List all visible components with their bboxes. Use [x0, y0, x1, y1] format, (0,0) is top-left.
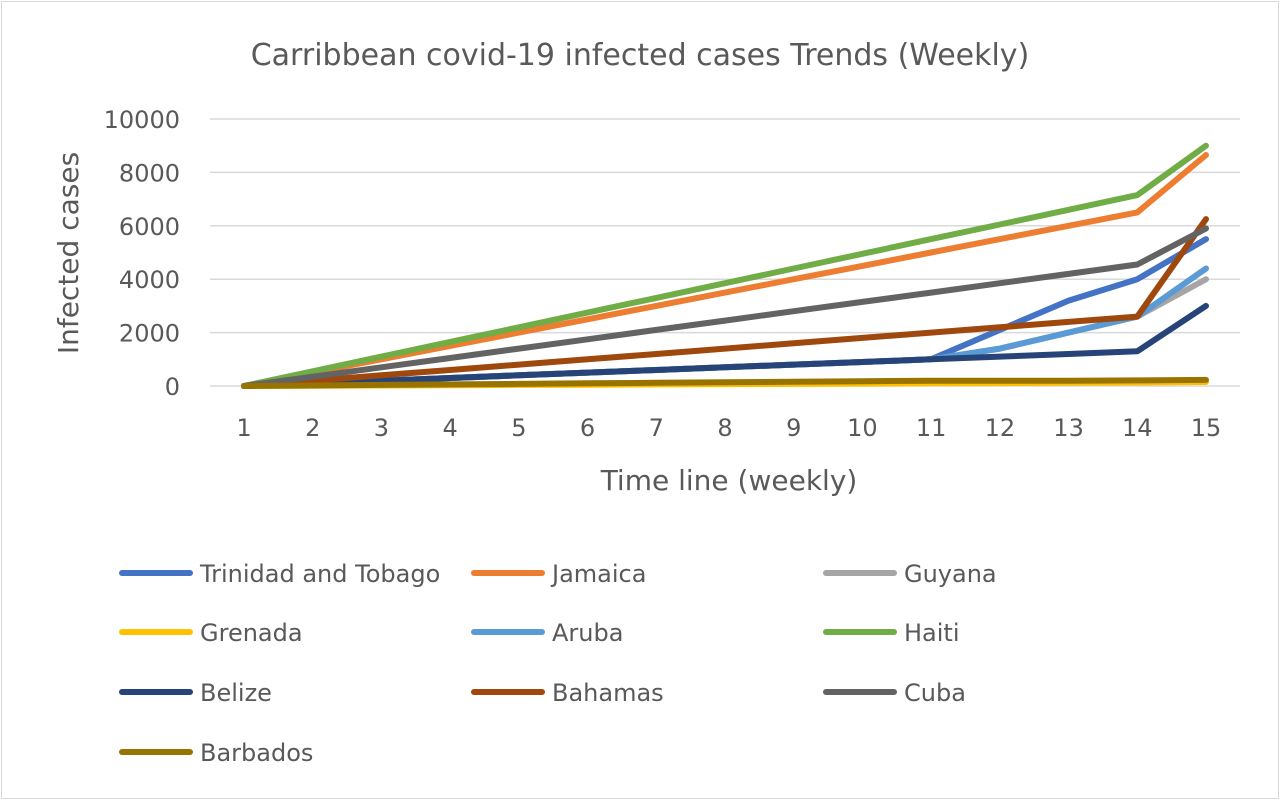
series-lines	[241, 142, 1209, 389]
y-axis-ticks: 0 2000 4000 6000 8000 10000	[104, 106, 180, 401]
legend-label: Belize	[200, 679, 272, 707]
legend-label: Haiti	[904, 619, 960, 647]
legend-item: Cuba	[823, 679, 966, 707]
x-tick-label: 13	[1053, 414, 1084, 442]
y-tick-label: 6000	[119, 213, 180, 241]
legend-item: Grenada	[119, 619, 303, 647]
x-tick-label: 8	[717, 414, 732, 442]
x-tick-label: 12	[985, 414, 1016, 442]
legend-label: Barbados	[200, 739, 313, 767]
chart-title: Carribbean covid-19 infected cases Trend…	[251, 38, 1030, 73]
y-axis-title: Infected cases	[52, 152, 85, 354]
x-tick-label: 1	[236, 414, 251, 442]
series-line-barbados	[241, 376, 1209, 389]
y-tick-label: 0	[165, 373, 180, 401]
x-tick-label: 14	[1122, 414, 1153, 442]
x-tick-label: 6	[580, 414, 595, 442]
legend-item: Barbados	[119, 739, 313, 767]
x-tick-label: 2	[305, 414, 320, 442]
legend-item: Trinidad and Tobago	[119, 560, 440, 588]
x-tick-label: 3	[374, 414, 389, 442]
legend-item: Bahamas	[471, 679, 664, 707]
legend: Trinidad and Tobago Jamaica Guyana Grenada A…	[119, 560, 997, 767]
x-tick-label: 10	[847, 414, 878, 442]
series-line-belize	[241, 302, 1209, 389]
series-line-bahamas	[241, 216, 1209, 389]
legend-item: Haiti	[823, 619, 960, 647]
y-tick-label: 8000	[119, 159, 180, 187]
x-axis-ticks: 1 2 3 4 5 6 7 8 9 10 11 12 13 14 15	[236, 414, 1221, 442]
x-tick-label: 15	[1191, 414, 1222, 442]
legend-label: Trinidad and Tobago	[199, 560, 440, 588]
series-line-jamaica	[241, 152, 1209, 389]
legend-label: Cuba	[904, 679, 966, 707]
x-tick-label: 4	[443, 414, 458, 442]
x-tick-label: 7	[649, 414, 664, 442]
legend-item: Aruba	[471, 619, 623, 647]
legend-label: Bahamas	[552, 679, 664, 707]
x-tick-label: 5	[511, 414, 526, 442]
y-tick-label: 2000	[119, 320, 180, 348]
legend-item: Guyana	[823, 560, 997, 588]
legend-item: Belize	[119, 679, 272, 707]
legend-label: Aruba	[552, 619, 623, 647]
legend-label: Jamaica	[550, 560, 646, 588]
legend-label: Guyana	[904, 560, 997, 588]
legend-label: Grenada	[200, 619, 303, 647]
y-tick-label: 4000	[119, 266, 180, 294]
series-line-cuba	[241, 225, 1209, 389]
y-tick-label: 10000	[104, 106, 180, 134]
series-line-haiti	[241, 142, 1209, 389]
x-tick-label: 9	[786, 414, 801, 442]
legend-item: Jamaica	[471, 560, 646, 588]
x-tick-label: 11	[916, 414, 947, 442]
x-axis-title: Time line (weekly)	[600, 464, 858, 497]
